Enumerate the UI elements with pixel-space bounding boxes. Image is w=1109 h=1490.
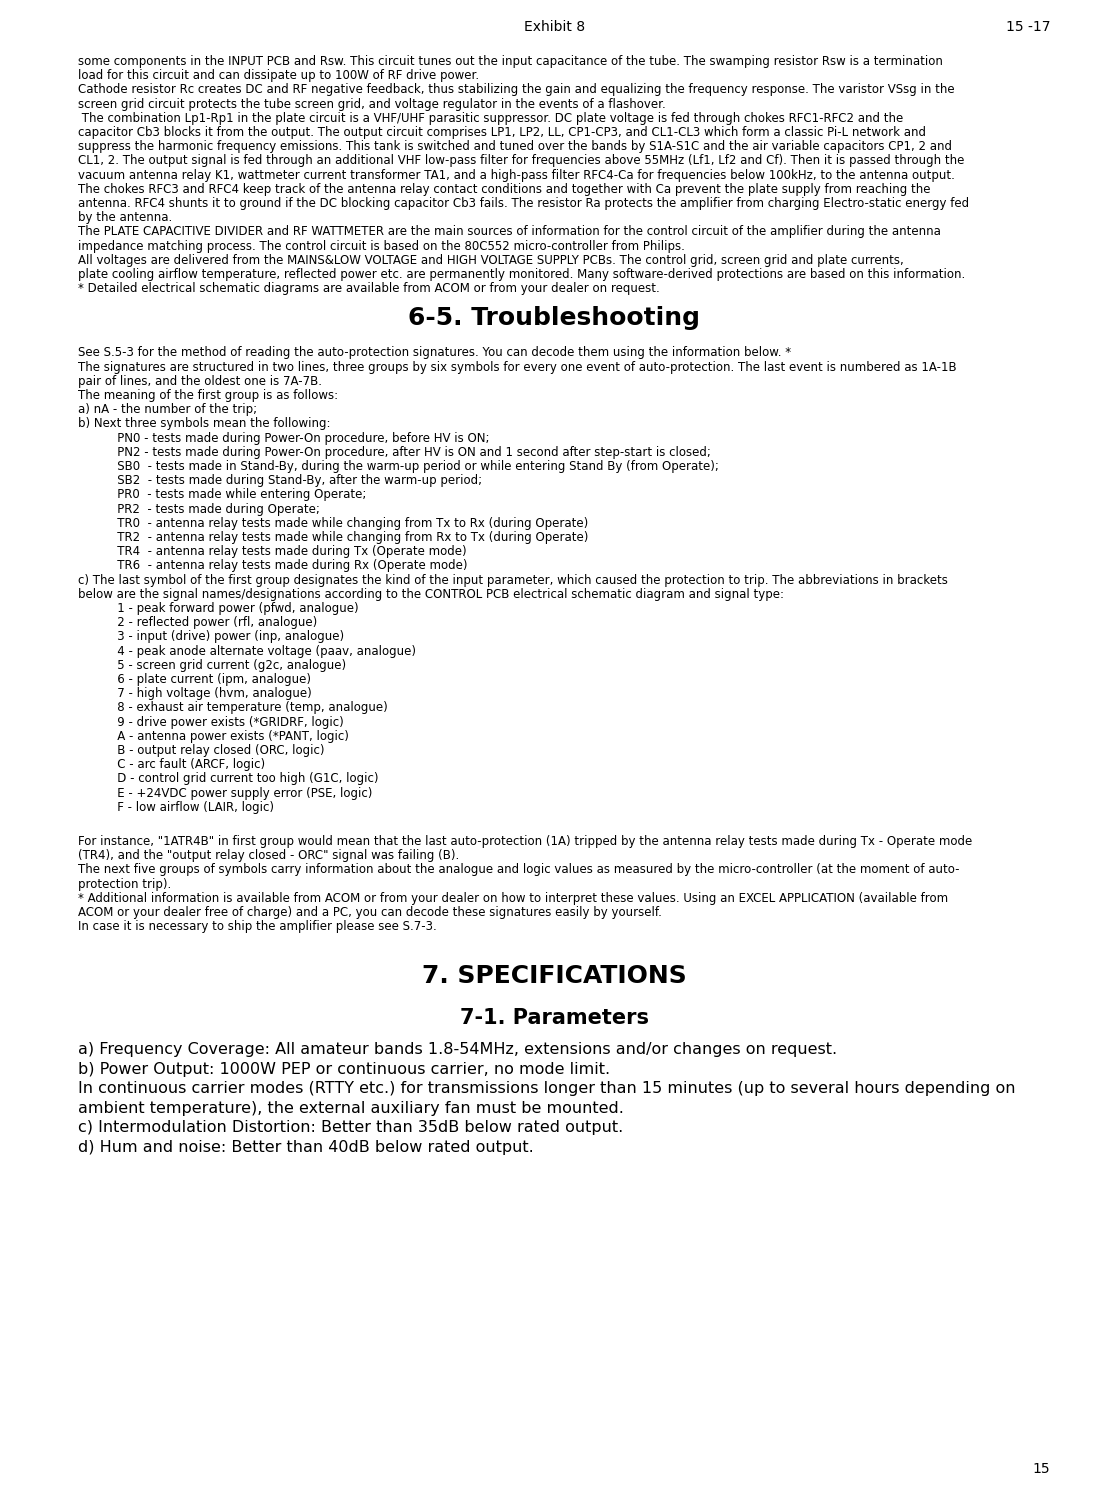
Text: 8 - exhaust air temperature (temp, analogue): 8 - exhaust air temperature (temp, analo… [106,702,388,714]
Text: SB2  - tests made during Stand-By, after the warm-up period;: SB2 - tests made during Stand-By, after … [106,474,482,487]
Text: plate cooling airflow temperature, reflected power etc. are permanently monitore: plate cooling airflow temperature, refle… [78,268,965,282]
Text: B - output relay closed (ORC, logic): B - output relay closed (ORC, logic) [106,744,325,757]
Text: suppress the harmonic frequency emissions. This tank is switched and tuned over : suppress the harmonic frequency emission… [78,140,952,153]
Text: ACOM or your dealer free of charge) and a PC, you can decode these signatures ea: ACOM or your dealer free of charge) and … [78,906,662,919]
Text: impedance matching process. The control circuit is based on the 80C552 micro-con: impedance matching process. The control … [78,240,685,253]
Text: 3 - input (drive) power (inp, analogue): 3 - input (drive) power (inp, analogue) [106,630,344,644]
Text: screen grid circuit protects the tube screen grid, and voltage regulator in the : screen grid circuit protects the tube sc… [78,98,665,110]
Text: In continuous carrier modes (RTTY etc.) for transmissions longer than 15 minutes: In continuous carrier modes (RTTY etc.) … [78,1082,1016,1097]
Text: below are the signal names/designations according to the CONTROL PCB electrical : below are the signal names/designations … [78,587,784,600]
Text: protection trip).: protection trip). [78,878,171,891]
Text: Exhibit 8: Exhibit 8 [523,19,586,34]
Text: pair of lines, and the oldest one is 7A-7B.: pair of lines, and the oldest one is 7A-… [78,375,322,387]
Text: C - arc fault (ARCF, logic): C - arc fault (ARCF, logic) [106,758,265,772]
Text: 4 - peak anode alternate voltage (paav, analogue): 4 - peak anode alternate voltage (paav, … [106,645,416,657]
Text: 5 - screen grid current (g2c, analogue): 5 - screen grid current (g2c, analogue) [106,659,346,672]
Text: A - antenna power exists (*PANT, logic): A - antenna power exists (*PANT, logic) [106,730,349,744]
Text: The combination Lp1-Rp1 in the plate circuit is a VHF/UHF parasitic suppressor. : The combination Lp1-Rp1 in the plate cir… [78,112,903,125]
Text: For instance, "1ATR4B" in first group would mean that the last auto-protection (: For instance, "1ATR4B" in first group wo… [78,834,973,848]
Text: The next five groups of symbols carry information about the analogue and logic v: The next five groups of symbols carry in… [78,863,959,876]
Text: TR6  - antenna relay tests made during Rx (Operate mode): TR6 - antenna relay tests made during Rx… [106,559,468,572]
Text: PR0  - tests made while entering Operate;: PR0 - tests made while entering Operate; [106,489,366,502]
Text: 7-1. Parameters: 7-1. Parameters [460,1009,649,1028]
Text: c) Intermodulation Distortion: Better than 35dB below rated output.: c) Intermodulation Distortion: Better th… [78,1120,623,1135]
Text: In case it is necessary to ship the amplifier please see S.7-3.: In case it is necessary to ship the ampl… [78,921,437,933]
Text: PR2  - tests made during Operate;: PR2 - tests made during Operate; [106,502,319,516]
Text: CL1, 2. The output signal is fed through an additional VHF low-pass filter for f: CL1, 2. The output signal is fed through… [78,155,965,167]
Text: The meaning of the first group is as follows:: The meaning of the first group is as fol… [78,389,338,402]
Text: SB0  - tests made in Stand-By, during the warm-up period or while entering Stand: SB0 - tests made in Stand-By, during the… [106,460,719,472]
Text: The chokes RFC3 and RFC4 keep track of the antenna relay contact conditions and : The chokes RFC3 and RFC4 keep track of t… [78,183,930,195]
Text: c) The last symbol of the first group designates the kind of the input parameter: c) The last symbol of the first group de… [78,574,948,587]
Text: 7. SPECIFICATIONS: 7. SPECIFICATIONS [423,964,686,988]
Text: ambient temperature), the external auxiliary fan must be mounted.: ambient temperature), the external auxil… [78,1101,624,1116]
Text: Cathode resistor Rc creates DC and RF negative feedback, thus stabilizing the ga: Cathode resistor Rc creates DC and RF ne… [78,83,955,97]
Text: b) Next three symbols mean the following:: b) Next three symbols mean the following… [78,417,330,431]
Text: TR4  - antenna relay tests made during Tx (Operate mode): TR4 - antenna relay tests made during Tx… [106,545,467,559]
Text: 9 - drive power exists (*GRIDRF, logic): 9 - drive power exists (*GRIDRF, logic) [106,715,344,729]
Text: E - +24VDC power supply error (PSE, logic): E - +24VDC power supply error (PSE, logi… [106,787,373,800]
Text: d) Hum and noise: Better than 40dB below rated output.: d) Hum and noise: Better than 40dB below… [78,1140,533,1155]
Text: 7 - high voltage (hvm, analogue): 7 - high voltage (hvm, analogue) [106,687,312,700]
Text: b) Power Output: 1000W PEP or continuous carrier, no mode limit.: b) Power Output: 1000W PEP or continuous… [78,1062,610,1077]
Text: 6-5. Troubleshooting: 6-5. Troubleshooting [408,307,701,331]
Text: vacuum antenna relay K1, wattmeter current transformer TA1, and a high-pass filt: vacuum antenna relay K1, wattmeter curre… [78,168,955,182]
Text: All voltages are delivered from the MAINS&LOW VOLTAGE and HIGH VOLTAGE SUPPLY PC: All voltages are delivered from the MAIN… [78,253,904,267]
Text: F - low airflow (LAIR, logic): F - low airflow (LAIR, logic) [106,800,274,814]
Text: 2 - reflected power (rfl, analogue): 2 - reflected power (rfl, analogue) [106,617,317,629]
Text: by the antenna.: by the antenna. [78,212,172,224]
Text: a) Frequency Coverage: All amateur bands 1.8-54MHz, extensions and/or changes on: a) Frequency Coverage: All amateur bands… [78,1043,837,1058]
Text: D - control grid current too high (G1C, logic): D - control grid current too high (G1C, … [106,772,378,785]
Text: The PLATE CAPACITIVE DIVIDER and RF WATTMETER are the main sources of informatio: The PLATE CAPACITIVE DIVIDER and RF WATT… [78,225,940,238]
Text: TR0  - antenna relay tests made while changing from Tx to Rx (during Operate): TR0 - antenna relay tests made while cha… [106,517,588,530]
Text: * Additional information is available from ACOM or from your dealer on how to in: * Additional information is available fr… [78,893,948,904]
Text: 6 - plate current (ipm, analogue): 6 - plate current (ipm, analogue) [106,673,311,685]
Text: 1 - peak forward power (pfwd, analogue): 1 - peak forward power (pfwd, analogue) [106,602,358,615]
Text: TR2  - antenna relay tests made while changing from Rx to Tx (during Operate): TR2 - antenna relay tests made while cha… [106,530,589,544]
Text: PN2 - tests made during Power-On procedure, after HV is ON and 1 second after st: PN2 - tests made during Power-On procedu… [106,446,711,459]
Text: a) nA - the number of the trip;: a) nA - the number of the trip; [78,404,257,416]
Text: PN0 - tests made during Power-On procedure, before HV is ON;: PN0 - tests made during Power-On procedu… [106,432,489,444]
Text: See S.5-3 for the method of reading the auto-protection signatures. You can deco: See S.5-3 for the method of reading the … [78,346,791,359]
Text: 15 -17: 15 -17 [1006,19,1050,34]
Text: some components in the INPUT PCB and Rsw. This circuit tunes out the input capac: some components in the INPUT PCB and Rsw… [78,55,943,69]
Text: antenna. RFC4 shunts it to ground if the DC blocking capacitor Cb3 fails. The re: antenna. RFC4 shunts it to ground if the… [78,197,969,210]
Text: capacitor Cb3 blocks it from the output. The output circuit comprises LP1, LP2, : capacitor Cb3 blocks it from the output.… [78,127,926,139]
Text: (TR4), and the "output relay closed - ORC" signal was failing (B).: (TR4), and the "output relay closed - OR… [78,849,459,863]
Text: * Detailed electrical schematic diagrams are available from ACOM or from your de: * Detailed electrical schematic diagrams… [78,282,660,295]
Text: The signatures are structured in two lines, three groups by six symbols for ever: The signatures are structured in two lin… [78,361,957,374]
Text: load for this circuit and can dissipate up to 100W of RF drive power.: load for this circuit and can dissipate … [78,69,479,82]
Text: 15: 15 [1032,1462,1050,1477]
